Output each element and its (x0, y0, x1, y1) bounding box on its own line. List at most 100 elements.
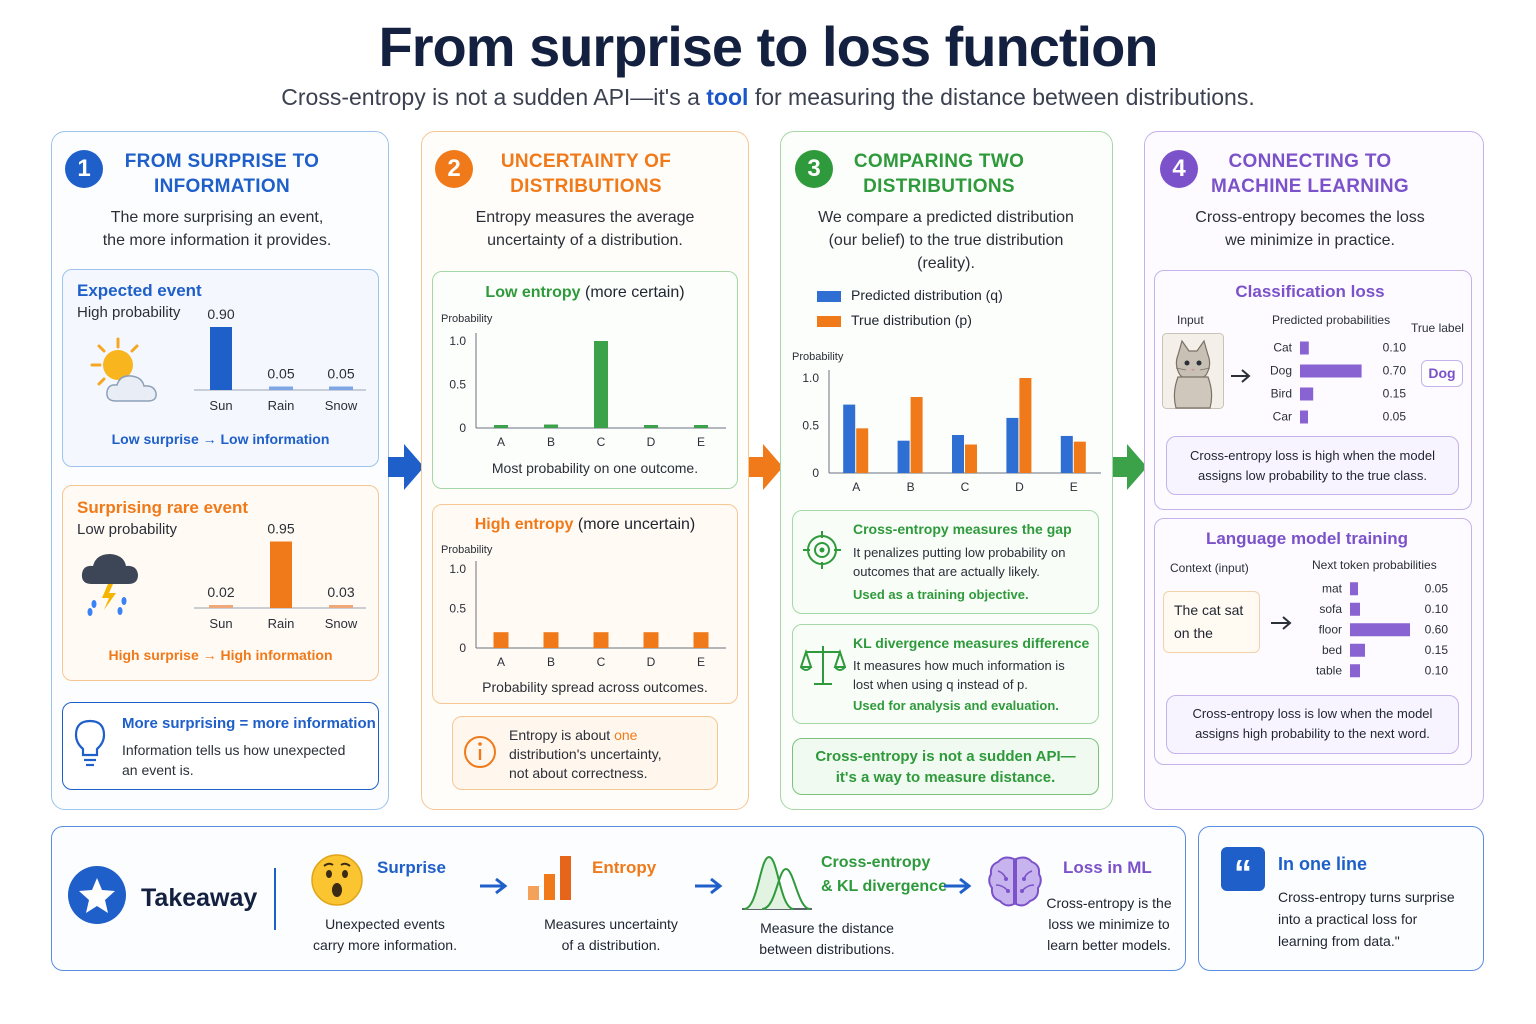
panel2-heading-line1: UNCERTAINTY OF (500, 151, 672, 172)
panel3-desc-line2: (our belief) to the true distribution (828, 232, 1064, 249)
low-entropy-title-rest: (more certain) (584, 284, 685, 301)
y-tick-0: 1.0 (802, 371, 819, 385)
data-label-sun: 0.90 (207, 306, 234, 322)
bar-true-d (1019, 378, 1032, 473)
context-line1: The cat sat (1174, 602, 1244, 618)
bar-predicted-e (1060, 435, 1073, 473)
takeaway-entropy-title: Entropy (592, 858, 657, 877)
bar-true-a (856, 428, 869, 473)
bar-dog (1300, 364, 1362, 378)
context-label: Context (input) (1170, 561, 1249, 575)
panel1-heading: FROM SURPRISE TO INFORMATION (108, 149, 336, 199)
bar-c (593, 632, 609, 648)
quote-icon: “ (1221, 847, 1265, 891)
x-tick-d: D (1015, 480, 1024, 494)
panel2-desc-line1: Entropy measures the average (475, 209, 695, 226)
one-line-line1: Cross-entropy turns surprise (1278, 889, 1455, 905)
bar-cat (1300, 341, 1309, 355)
step-number-1: 1 (65, 150, 103, 188)
language-model-note-line2: assigns high probability to the next wor… (1195, 726, 1430, 741)
takeaway-surprise-line1: Unexpected events (325, 916, 445, 932)
bar-table (1350, 664, 1360, 678)
low-entropy-card (432, 271, 738, 489)
x-tick-e: E (697, 435, 705, 449)
brain-icon (988, 856, 1042, 907)
takeaway-loss-line3: learn better models. (1047, 937, 1171, 953)
language-model-note-text: Cross-entropy loss is low when the model… (1166, 704, 1459, 744)
arrow-right-icon (695, 877, 723, 895)
kl-divergence-card (792, 624, 1099, 724)
x-tick-e: E (697, 655, 705, 669)
low-entropy-chart: Probability 1.0 0.5 0 A B C D E (441, 313, 726, 449)
bar-sun (210, 327, 232, 390)
value-label-dog: 0.70 (1383, 364, 1407, 378)
kl-divergence-line2: lost when using q instead of p. (853, 677, 1028, 692)
cross-entropy-line1: It penalizes putting low probability on (853, 545, 1066, 560)
entropy-note-line1: Entropy is about one (509, 726, 662, 745)
arrow-right-icon (1231, 369, 1251, 383)
arrow-right-icon (1271, 616, 1292, 630)
panel2-desc-line2: uncertainty of a distribution. (487, 232, 683, 249)
value-label-car: 0.05 (1383, 410, 1407, 424)
panel2-description: Entropy measures the average uncertainty… (431, 206, 739, 252)
kl-divergence-line1: It measures how much information is (853, 658, 1065, 673)
bar-floor (1350, 623, 1410, 637)
x-tick-e: E (1070, 480, 1078, 494)
bar-snow (329, 605, 353, 608)
panel3-desc-line3: (reality). (917, 255, 975, 272)
context-line2: on the (1174, 625, 1213, 641)
panel2-heading-line2: DISTRIBUTIONS (510, 176, 662, 197)
lightbulb-icon (74, 719, 106, 767)
rare-event-subtitle: Low probability (77, 521, 178, 538)
classification-title: Classification loss (1235, 282, 1385, 301)
row-label-bed: bed (1322, 643, 1342, 657)
step-number-3: 3 (795, 150, 833, 188)
cross-entropy-text: It penalizes putting low probability on … (853, 543, 1065, 581)
bar-true-c (965, 444, 977, 473)
classification-pred-label: Predicted probabilities (1272, 313, 1391, 327)
bar-b (544, 424, 558, 428)
value-label-table: 0.10 (1425, 663, 1449, 677)
kl-divergence-use: Used for analysis and evaluation. (853, 698, 1059, 713)
x-tick-d: D (647, 435, 656, 449)
panel4-heading: CONNECTING TO MACHINE LEARNING (1203, 149, 1417, 199)
bar-snow (329, 386, 353, 390)
expected-event-title: Expected event (77, 281, 202, 300)
bar-c (594, 341, 608, 428)
cat-image-icon (1162, 333, 1224, 409)
context-text: The cat sat on the (1174, 599, 1243, 645)
high-entropy-title-em: High entropy (474, 516, 574, 533)
language-model-note-line1: Cross-entropy loss is low when the model (1192, 706, 1433, 721)
row-label-cat: Cat (1273, 341, 1292, 355)
x-tick-b: B (907, 480, 915, 494)
y-tick-2: 0 (459, 421, 466, 435)
high-entropy-chart: Probability 1.0 0.5 0 A B C D E (441, 544, 726, 669)
y-tick-1: 0.5 (802, 419, 819, 433)
panel1-desc-line2: the more information it provides. (102, 232, 332, 249)
low-entropy-title: Low entropy (more certain) (432, 284, 738, 302)
value-label-bed: 0.15 (1425, 643, 1449, 657)
takeaway-entropy-text: Measures uncertainty of a distribution. (520, 914, 702, 956)
step-number-2: 2 (435, 150, 473, 188)
takeaway-label: Takeaway (141, 884, 258, 912)
arrow-right-icon (480, 877, 508, 895)
one-line-title: In one line (1278, 854, 1368, 874)
takeaway-cross-entropy-line1: Measure the distance (760, 920, 894, 936)
high-entropy-title: High entropy (more uncertain) (432, 516, 738, 534)
y-axis-label: Probability (441, 544, 493, 556)
takeaway-surprise-line2: carry more information. (313, 937, 457, 953)
x-tick-c: C (961, 480, 970, 494)
bar-true-e (1073, 441, 1086, 473)
distribution-curves-icon (742, 855, 812, 910)
x-tick-c: C (597, 655, 606, 669)
surprised-face-icon (311, 854, 363, 906)
low-entropy-caption: Most probability on one outcome. (491, 460, 699, 476)
value-label-cat: 0.10 (1383, 341, 1407, 355)
kl-divergence-title: KL divergence measures difference (853, 635, 1090, 651)
panel4-description: Cross-entropy becomes the loss we minimi… (1154, 206, 1466, 252)
row-label-dog: Dog (1270, 364, 1292, 378)
legend-swatch-predicted (817, 291, 841, 302)
classification-note (1166, 436, 1459, 495)
panel4-heading-line1: CONNECTING TO (1228, 151, 1392, 172)
rare-event-chart: 0.02 Sun 0.95 Rain 0.03 Snow (194, 524, 366, 631)
